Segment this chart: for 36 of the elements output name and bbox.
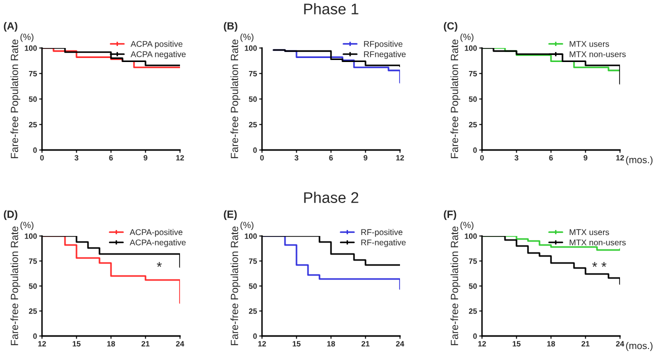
legend-label: MTX users xyxy=(570,229,610,236)
legend-label: RF-positive xyxy=(361,229,402,237)
legend-label: ACPA-negative xyxy=(130,239,186,248)
legend-label: ACPA positive xyxy=(130,40,182,49)
chart-subtitle: Phase 1 xyxy=(304,3,358,14)
y-axis-title: Fare-free Population Rate xyxy=(230,40,240,158)
text: (%) xyxy=(240,222,254,230)
text: (%) xyxy=(460,33,474,42)
chart-subtitle: Phase 2 xyxy=(304,192,358,203)
legend-label: MTX users xyxy=(570,41,610,47)
chart-title: (D) xyxy=(4,210,18,220)
text: (%) xyxy=(460,222,474,230)
y-axis-title: Fare-free Population Rate xyxy=(450,40,460,158)
chart-title: (E) xyxy=(224,210,237,220)
text: (%) xyxy=(20,222,34,230)
legend-label: RF-negative xyxy=(361,239,406,248)
legend-label: MTX non-users xyxy=(570,51,626,58)
text: (%) xyxy=(240,33,254,42)
chart-title: (B) xyxy=(224,22,238,32)
y-axis-title: Fare-free Population Rate xyxy=(230,226,240,346)
y-axis-title: Fare-free Population Rate xyxy=(10,226,20,346)
legend-label: ACPA negative xyxy=(130,51,186,59)
chart-title: (F) xyxy=(444,210,456,220)
y-axis-title: Fare-free Population Rate xyxy=(10,40,20,158)
chart-title: (C) xyxy=(444,22,458,32)
annotation: * xyxy=(156,262,162,267)
legend-label: RFnegative xyxy=(364,51,406,59)
legend-label: MTX non-users xyxy=(570,240,626,246)
x-axis-title: (mos.) xyxy=(626,156,652,166)
legend-label: RFpositive xyxy=(364,40,402,49)
chart-title: (A) xyxy=(4,22,18,32)
text: (%) xyxy=(20,33,34,42)
y-axis-title: Fare-free Population Rate xyxy=(450,226,460,346)
annotation: * * xyxy=(592,262,606,267)
legend-label: ACPA-positive xyxy=(130,229,182,237)
x-axis-title: (mos.) xyxy=(626,342,652,352)
